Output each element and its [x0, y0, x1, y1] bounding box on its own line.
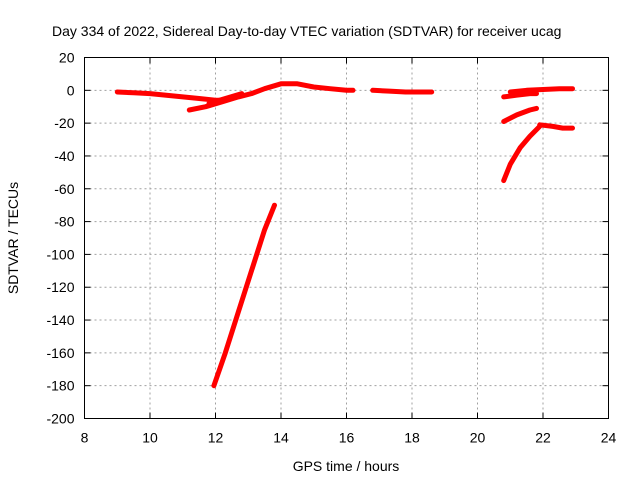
y-tick-label: -180: [46, 378, 74, 394]
y-tick-label: -40: [54, 148, 74, 164]
y-tick-label: 20: [59, 50, 75, 66]
x-tick-label: 20: [470, 430, 486, 446]
axis-ticks: 8 10 12 14 16 18 20 22 24 20 0 -20 -40 -60 -80 -100 -120…: [46, 50, 616, 446]
x-tick-label: 8: [81, 430, 89, 446]
series-arc-6: [501, 91, 539, 100]
series-arc-2: [186, 81, 356, 113]
x-tick-label: 16: [339, 430, 355, 446]
series-arc-4: [370, 87, 435, 95]
x-tick-label: 22: [535, 430, 551, 446]
y-tick-label: -200: [46, 411, 74, 427]
x-axis-label: GPS time / hours: [293, 458, 400, 474]
y-tick-label: -80: [54, 214, 74, 230]
y-tick-label: 0: [67, 82, 75, 98]
series-arc-7: [507, 86, 575, 95]
series-arc-1: [114, 89, 228, 103]
x-tick-label: 10: [142, 430, 158, 446]
series-arc-8: [501, 105, 539, 124]
y-axis-label: SDTVAR / TECUs: [5, 182, 21, 294]
x-tick-label: 14: [273, 430, 289, 446]
y-tick-label: -120: [46, 279, 74, 295]
series-arc-10: [537, 122, 575, 131]
x-tick-label: 24: [601, 430, 617, 446]
y-tick-label: -160: [46, 345, 74, 361]
x-tick-label: 12: [208, 430, 224, 446]
series-arc-5: [211, 202, 277, 389]
y-tick-label: -60: [54, 181, 74, 197]
y-tick-label: -20: [54, 115, 74, 131]
y-tick-label: -100: [46, 246, 74, 262]
grid: [84, 57, 609, 419]
series-arc-3: [206, 91, 245, 106]
x-tick-label: 18: [404, 430, 420, 446]
data-series: [114, 81, 575, 389]
series-arc-9: [501, 123, 543, 184]
chart-title: Day 334 of 2022, Sidereal Day-to-day VTE…: [52, 23, 561, 39]
y-tick-label: -140: [46, 312, 74, 328]
